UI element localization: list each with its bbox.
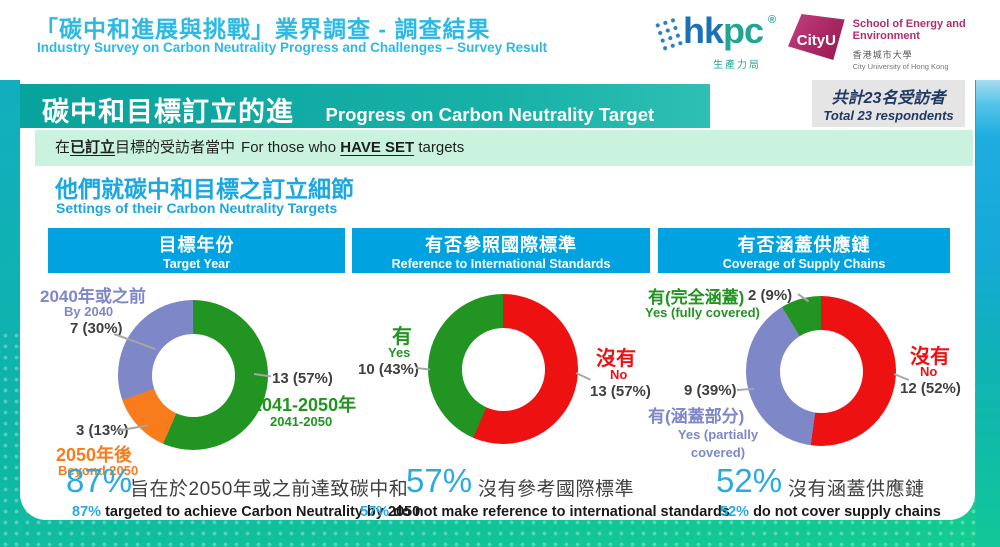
column-header-en: Reference to International Standards (391, 257, 611, 271)
cityu-name-zh: 香港城市大學 (852, 50, 913, 61)
column-header-en: Coverage of Supply Chains (722, 257, 886, 271)
summary-zh-supply-chains: 沒有涵蓋供應鏈 (788, 479, 925, 500)
hkpc-wordmark: hkpc (683, 10, 764, 52)
slice-label-no-supply-en: No (920, 364, 938, 379)
slice-label-partially-zh: 有(涵蓋部分) (648, 407, 745, 426)
summary-pct-target-year: 87% (66, 462, 133, 499)
summary-en-pct: 87% (72, 504, 102, 520)
slice-label-beyond2050-zh: 2050年後 (56, 445, 133, 465)
summary-en-text: do not cover supply chains (753, 504, 941, 520)
slice-value-beyond2050: 3 (13%) (76, 422, 129, 439)
slice-label-fully-zh: 有(完全涵蓋) (648, 288, 745, 307)
slice-label-fully-en: Yes (fully covered) (645, 305, 760, 320)
slice-label-by2040-en: By 2040 (64, 304, 114, 319)
slice-value-no-supply: 12 (52%) (900, 380, 961, 397)
slice-label-by2040-zh: 2040年或之前 (40, 287, 146, 306)
hkpc-subtitle: 生產力局 (713, 60, 761, 71)
note-en-post: targets (418, 139, 465, 156)
summary-en-pct: 57% (360, 504, 390, 520)
cityu-mark-icon: CityU (788, 14, 845, 60)
respondents-badge: 共計23名受訪者 Total 23 respondents (812, 80, 965, 127)
slice-label-2041-2050-zh: 2041-2050年 (252, 395, 357, 415)
section-title-en: Settings of their Carbon Neutrality Targ… (56, 200, 338, 216)
note-zh-pre: 在 (55, 139, 71, 156)
slice-label-yes-zh: 有 (392, 326, 412, 348)
slice-value-yes: 10 (43%) (358, 361, 419, 378)
slice-label-no-en: No (610, 367, 628, 382)
column-header-en: Target Year (163, 257, 230, 271)
page-title-en: Industry Survey on Carbon Neutrality Pro… (37, 40, 548, 55)
slice-value-by2040: 7 (30%) (70, 320, 123, 337)
hkpc-logo: hkpc ® 生產力局 (652, 8, 780, 71)
summary-en-target-year: 87% targeted to achieve Carbon Neutralit… (72, 504, 420, 520)
column-header-supply-chains: 有否涵蓋供應鏈 Coverage of Supply Chains (658, 228, 950, 273)
summary-pct-supply-chains: 52% (716, 462, 783, 499)
column-header-zh: 有否涵蓋供應鏈 (737, 235, 871, 255)
slice-label-partially-en: Yes (partially covered) (677, 427, 759, 460)
donut-chart-standards (428, 294, 578, 444)
slice-label-yes-en: Yes (388, 345, 411, 360)
note-en-pre: For those who (241, 139, 337, 156)
note-en-bold: HAVE SET (340, 139, 415, 156)
slice-label-2041-2050-en: 2041-2050 (270, 414, 333, 429)
summary-en-supply-chains: 52% do not cover supply chains (720, 504, 941, 520)
slice-value-no: 13 (57%) (590, 383, 651, 400)
hkpc-pc: pc (723, 10, 764, 51)
slice-label-no-supply-zh: 沒有 (910, 346, 950, 368)
slice-value-fully: 2 (9%) (748, 287, 793, 304)
cityu-text-block: School of Energy and Environment 香港城市大學 … (852, 10, 993, 72)
right-edge-gradient-band (976, 80, 1000, 547)
summary-en-text: do not make reference to international s… (393, 504, 730, 520)
respondents-count-en: Total 23 respondents (823, 108, 954, 123)
summary-en-text: targeted to achieve Carbon Neutrality by… (105, 504, 421, 520)
hkpc-registered-icon: ® (768, 14, 777, 26)
filter-note: 在已訂立目標的受訪者當中 For those who HAVE SET targe… (35, 130, 973, 166)
cityu-school-name: School of Energy and Environment (852, 18, 966, 43)
column-header-standards: 有否參照國際標準 Reference to International Stan… (352, 228, 650, 273)
cityu-name-en: City University of Hong Kong (852, 62, 949, 72)
summary-en-pct: 52% (720, 504, 750, 520)
donut-chart-supply-chains (746, 296, 896, 446)
section-title-zh: 他們就碳中和目標之訂立細節 (55, 176, 354, 202)
slice-label-no-zh: 沒有 (596, 348, 636, 370)
column-header-target-year: 目標年份 Target Year (48, 228, 345, 273)
section-banner: 碳中和目標訂立的進展 Progress on Carbon Neutrality… (20, 84, 710, 166)
donut-chart-target-year (118, 300, 268, 450)
note-zh-post: 目標的受訪者當中 (115, 139, 236, 156)
note-zh-bold: 已訂立 (70, 139, 116, 156)
summary-en-standards: 57% do not make reference to internation… (360, 504, 730, 520)
summary-zh-target-year: 旨在於2050年或之前達致碳中和 (130, 479, 409, 500)
summary-pct-standards: 57% (406, 462, 473, 499)
column-header-zh: 目標年份 (158, 235, 235, 255)
cityu-logo: CityU School of Energy and Environment 香… (788, 10, 993, 72)
slice-value-2041-2050: 13 (57%) (272, 370, 333, 387)
respondents-count-zh: 共計23名受訪者 (831, 90, 946, 107)
hkpc-hk: hk (683, 10, 724, 51)
column-header-zh: 有否參照國際標準 (425, 235, 577, 255)
slice-value-partially: 9 (39%) (684, 382, 737, 399)
page-title-zh: 「碳中和進展與挑戰」業界調查 - 調查結果 (35, 16, 491, 42)
slice-label-beyond2050-en: Beyond 2050 (58, 463, 139, 478)
summary-zh-standards: 沒有參考國際標準 (478, 479, 635, 500)
